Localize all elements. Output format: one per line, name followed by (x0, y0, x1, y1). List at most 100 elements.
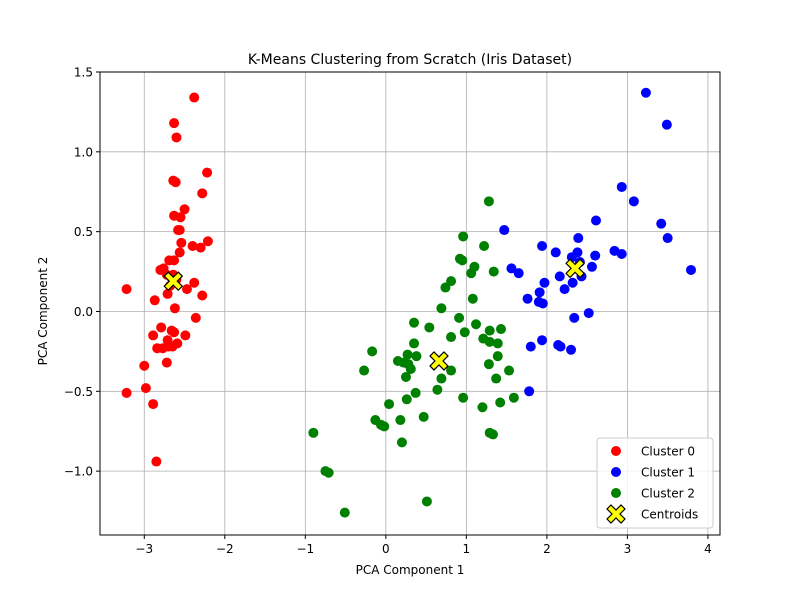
x-tick-label: 4 (704, 542, 712, 556)
cluster-2-point (454, 312, 465, 323)
cluster-1-point (616, 249, 627, 260)
cluster-2-point (409, 338, 420, 349)
cluster-2-point (410, 387, 421, 398)
x-tick-label: −1 (296, 542, 314, 556)
cluster-2-point (457, 255, 468, 266)
y-tick-label: 1.5 (74, 66, 93, 80)
cluster-1-point (616, 181, 627, 192)
cluster-2-point (492, 338, 503, 349)
cluster-0-point (190, 312, 201, 323)
cluster-1-point (566, 344, 577, 355)
axes-frame (99, 71, 721, 536)
cluster-1-point (539, 277, 550, 288)
cluster-2-point (495, 397, 506, 408)
cluster-0-point (140, 383, 151, 394)
cluster-0-point (202, 236, 213, 247)
cluster-2-point (402, 349, 413, 360)
cluster-2-point (458, 231, 469, 242)
cluster-0-point (174, 247, 185, 258)
legend-label-cluster-0: Cluster 0 (641, 445, 695, 459)
cluster-0-point (164, 255, 175, 266)
cluster-1-point (537, 241, 548, 252)
legend-label-cluster-1: Cluster 1 (641, 466, 695, 480)
cluster-2-point (495, 324, 506, 335)
cluster-0-point (161, 357, 172, 368)
cluster-1-point (573, 233, 584, 244)
cluster-2-point (421, 496, 432, 507)
cluster-1-point (499, 225, 510, 236)
data-points (121, 87, 697, 518)
y-tick-label: −1.0 (64, 465, 93, 479)
cluster-0-point (139, 360, 150, 371)
cluster-0-point (170, 177, 181, 188)
legend-label-cluster-2: Cluster 2 (641, 487, 695, 501)
cluster-2-point (308, 427, 319, 438)
cluster-0-point (175, 212, 186, 223)
cluster-1-point (569, 312, 580, 323)
cluster-0-point (189, 92, 200, 103)
cluster-2-point (483, 196, 494, 207)
cluster-2-point (395, 415, 406, 426)
cluster-1-point (525, 341, 536, 352)
y-tick-label: 0.0 (74, 305, 93, 319)
cluster-2-point (405, 363, 416, 374)
cluster-0-point (156, 322, 167, 333)
cluster-1-point (559, 284, 570, 295)
cluster-2-point (384, 399, 395, 410)
x-tick-label: 1 (463, 542, 471, 556)
cluster-0-point (121, 387, 132, 398)
cluster-0-point (151, 456, 162, 467)
legend-marker-cluster-2 (611, 488, 621, 498)
cluster-0-point (187, 241, 198, 252)
y-tick-label: −0.5 (64, 385, 93, 399)
cluster-2-point (323, 467, 334, 478)
cluster-1-point (537, 335, 548, 346)
cluster-2-point (446, 365, 457, 376)
cluster-2-point (504, 365, 515, 376)
cluster-1-point (586, 261, 597, 272)
cluster-0-point (121, 284, 132, 295)
cluster-0-point (148, 399, 159, 410)
cluster-2-point (379, 421, 390, 432)
cluster-1-point (628, 196, 639, 207)
x-tick-label: 3 (624, 542, 632, 556)
legend-marker-centroids (606, 504, 626, 524)
cluster-0-point (173, 225, 184, 236)
cluster-2-point (367, 346, 378, 357)
cluster-0-point (176, 237, 187, 248)
cluster-1-point (567, 277, 578, 288)
cluster-2-point (483, 359, 494, 370)
cluster-1-point (686, 264, 697, 275)
cluster-1-point (537, 298, 548, 309)
cluster-2-point (396, 437, 407, 448)
cluster-1-point (506, 263, 517, 274)
chart-title: K-Means Clustering from Scratch (Iris Da… (248, 52, 572, 68)
cluster-0-point (189, 277, 200, 288)
cluster-1-point (662, 233, 673, 244)
x-tick-label: −2 (216, 542, 234, 556)
cluster-2-point (492, 351, 503, 362)
cluster-0-point (197, 290, 208, 301)
cluster-0-point (149, 295, 160, 306)
cluster-1-point (522, 293, 533, 304)
legend-box (596, 437, 714, 529)
cluster-2-point (446, 332, 457, 343)
cluster-2-point (436, 373, 447, 384)
cluster-0-point (180, 330, 191, 341)
cluster-0-point (169, 303, 180, 314)
y-tick-label: 0.5 (74, 225, 93, 239)
cluster-0-point (171, 132, 182, 143)
cluster-2-point (432, 384, 443, 395)
cluster-1-point (661, 119, 672, 130)
cluster-1-point (590, 250, 601, 261)
cluster-2-point (479, 241, 490, 252)
cluster-2-point (484, 336, 495, 347)
legend: Cluster 0 Cluster 1 Cluster 2 Centroids (596, 437, 714, 529)
cluster-1-point (513, 268, 524, 279)
centroid-marker (565, 258, 585, 279)
cluster-0-point (195, 242, 206, 253)
cluster-2-point (359, 365, 370, 376)
cluster-1-point (591, 215, 601, 226)
cluster-2-point (436, 303, 447, 314)
